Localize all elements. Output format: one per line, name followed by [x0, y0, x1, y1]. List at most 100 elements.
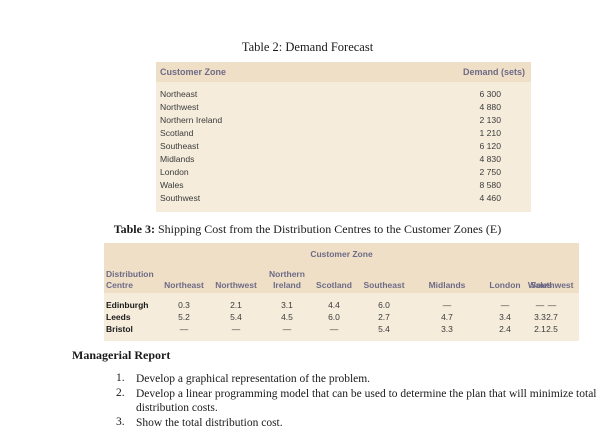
demand-forecast-table: Customer Zone Demand (sets) Northeast 6 3… [156, 62, 531, 212]
table3-centre-label: Leeds [106, 312, 131, 322]
table3-cost-cell: 3.3 [441, 324, 453, 334]
report-item-number: 2. [116, 387, 125, 399]
table2-row: Southwest 4 460 [156, 191, 531, 204]
table3-col-header-line1 [310, 269, 358, 280]
table3-cost-cell: 6.0 [328, 312, 340, 322]
table2-demand-cell: 2 750 [479, 166, 501, 177]
table3-cost-cell: 2.7 [546, 312, 558, 322]
table2-header-row: Customer Zone Demand (sets) [156, 62, 531, 82]
table2-zone-cell: Southeast [160, 141, 199, 151]
table3-cost-cell: 0.3 [178, 300, 190, 310]
table3-col-header: Wales [522, 269, 558, 291]
table3-cost-cell: 2.7 [378, 312, 390, 322]
table3-cost-cell: 3.3 [534, 312, 546, 322]
table2-row: Midlands 4 830 [156, 152, 531, 165]
table2-demand-cell: 8 580 [479, 179, 501, 190]
table3-cost-cell: 6.0 [378, 300, 390, 310]
table2-zone-cell: London [160, 166, 189, 177]
report-item-text: Develop a linear programming model that … [136, 388, 597, 414]
table3-centre-label: Bristol [106, 324, 133, 334]
table2-demand-cell: 4 460 [479, 192, 501, 203]
report-item-number: 3. [116, 416, 125, 428]
table3-cost-cell: 3.4 [499, 312, 511, 322]
table3-col-header-line2: Southeast [363, 280, 405, 290]
table3-row-header: Distribution Centre [106, 269, 154, 291]
table3-col-header-line1: Northern [269, 269, 305, 279]
table3-header: Customer Zone Distribution Centre Northe… [104, 243, 579, 293]
report-item-text: Show the total distribution cost. [136, 417, 283, 429]
table2-demand-cell: 4 830 [479, 153, 501, 164]
table3-title: Table 3: Shipping Cost from the Distribu… [0, 222, 615, 237]
table3-body: Edinburgh 0.3 2.1 3.1 4.4 6.0— — — — Leeds 5.2 5.4 4… [104, 293, 579, 341]
table2-col-zone: Customer Zone [160, 67, 227, 77]
table2-title: Table 2: Demand Forecast [241, 40, 374, 54]
table3-cost-cell: 2.4 [499, 324, 511, 334]
table3-col-header-line1 [526, 269, 578, 280]
table3-col-header-line2: Ireland [273, 280, 301, 290]
table3-col-header-line2: Midlands [428, 280, 466, 290]
table2-demand-cell: 6 120 [479, 141, 501, 151]
table2-body: Northeast 6 300 Northwest 4 880 Northern Ire… [156, 82, 531, 204]
table2-zone-cell: Southwest [160, 192, 201, 203]
table3-cost-cell: 4.5 [281, 312, 293, 322]
shipping-cost-table: Customer Zone Distribution Centre Northe… [104, 243, 579, 341]
table3-col-header-line1 [159, 269, 209, 280]
table3-title-text: Shipping Cost from the Distribution Cent… [154, 222, 502, 236]
table2-demand-cell: 1 210 [479, 128, 501, 139]
table3-cost-cell: — [282, 324, 292, 334]
table3-cost-cell: — [179, 324, 189, 334]
table2-row: London 2 750 [156, 165, 531, 178]
table2-zone-cell: Northeast [160, 89, 198, 100]
table3-col-header: Northern Ireland [265, 269, 309, 291]
table3-cost-cell: 4.7 [441, 312, 453, 322]
table3-col-header-line2: London [489, 280, 521, 290]
table3-col-header: Southeast [356, 269, 412, 291]
report-list-item: 2. Develop a linear programming model tha… [116, 387, 606, 415]
table3-col-header-line2: Wales [527, 280, 553, 290]
table2-demand-cell: 2 130 [479, 115, 501, 126]
table3-group-header: Customer Zone [310, 249, 373, 259]
table2-demand-cell: 4 880 [479, 102, 501, 113]
table3-cost-cell: — [500, 300, 510, 310]
table3-col-header-line1 [210, 269, 262, 280]
table3-centre-label: Edinburgh [106, 300, 149, 310]
table3-cost-cell: 2.5 [546, 324, 558, 334]
table3-col-header-line2: Northwest [215, 280, 257, 290]
table3-col-header-line2: Southwest [530, 280, 574, 290]
table2-row: Scotland 1 210 [156, 127, 531, 140]
table3-title-label: Table 3: [113, 222, 155, 236]
table3-cost-cell: — [535, 300, 545, 310]
table3-cost-cell: 5.4 [378, 324, 390, 334]
table3-cost-cell: 3.1 [281, 300, 293, 310]
report-item-number: 1. [116, 372, 125, 384]
table2-zone-cell: Wales [160, 179, 184, 190]
table3-col-header: Southwest [526, 269, 578, 291]
table3-col-header-line1 [416, 269, 478, 280]
table3-cost-cell: — [231, 324, 241, 334]
table2-row: Northeast 6 300 [156, 88, 531, 101]
table3-col-header: London [485, 269, 525, 291]
table3-cost-cell: 2.1 [230, 300, 242, 310]
report-title: Managerial Report [72, 348, 171, 362]
report-item-text: Develop a graphical representation of th… [136, 373, 371, 385]
table3-col-header-line1 [485, 269, 525, 280]
table2-row: Northwest 4 880 [156, 101, 531, 114]
table3-cost-cell: — [547, 300, 557, 310]
table3-col-header: Scotland [310, 269, 358, 291]
table2-zone-cell: Scotland [160, 128, 194, 139]
table3-cost-cell: — [329, 324, 339, 334]
report-list-item: 3. Show the total distribution cost. [116, 416, 606, 430]
table3-cost-cell: 5.2 [178, 312, 190, 322]
table3-col-header: Northwest [210, 269, 262, 291]
table2-zone-cell: Northwest [160, 102, 199, 113]
table3-col-header-line2: Scotland [316, 280, 352, 290]
table3-col-header: Midlands [416, 269, 478, 291]
table3-cost-cell: — [442, 300, 452, 310]
table3-cost-cell: 2.1 [534, 324, 546, 334]
table3-col-header-line2: Northeast [164, 280, 204, 290]
table2-row: Southeast 6 120 [156, 140, 531, 153]
report-list-item: 1. Develop a graphical representation of … [116, 372, 606, 386]
table2-row: Wales 8 580 [156, 178, 531, 191]
table2-row: Northern Ireland 2 130 [156, 114, 531, 127]
table3-col-header-line1 [356, 269, 412, 280]
